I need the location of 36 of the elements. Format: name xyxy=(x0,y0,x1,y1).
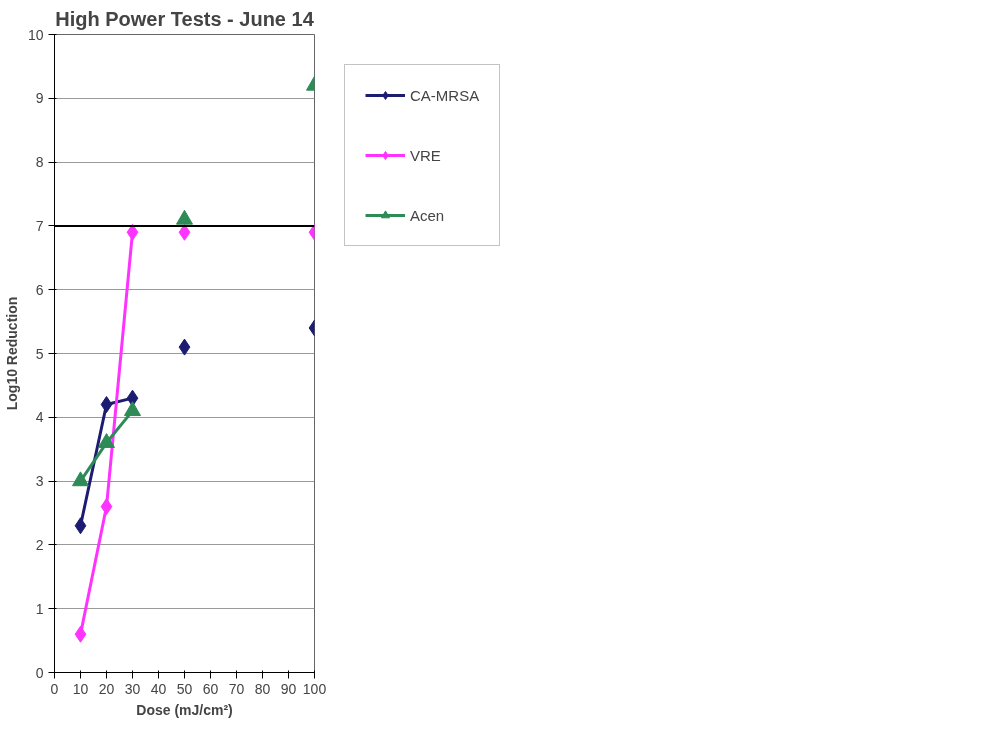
x-tick-label: 80 xyxy=(254,680,271,697)
legend-label: VRE xyxy=(410,146,441,164)
y-tick-label: 10 xyxy=(27,26,44,43)
x-tick-label: 100 xyxy=(302,680,327,697)
point xyxy=(74,517,87,535)
y-tick-label: 6 xyxy=(35,281,44,298)
point xyxy=(178,338,191,356)
y-tick-label: 3 xyxy=(35,473,44,490)
y-tick-label: 2 xyxy=(35,536,44,553)
x-tick-label: 20 xyxy=(98,680,115,697)
chart-title: High Power Tests - June 14 xyxy=(55,7,315,30)
x-tick-label: 40 xyxy=(150,680,167,697)
x-tick-label: 60 xyxy=(202,680,219,697)
point xyxy=(74,625,87,643)
point xyxy=(100,498,113,516)
x-tick-label: 0 xyxy=(50,680,59,697)
x-tick-label: 50 xyxy=(176,680,193,697)
y-tick-label: 9 xyxy=(35,90,44,107)
y-tick-label: 8 xyxy=(35,154,44,171)
x-tick-label: 10 xyxy=(72,680,89,697)
y-tick-label: 4 xyxy=(35,409,44,426)
legend-label: Acen xyxy=(410,206,445,224)
x-tick-label: 70 xyxy=(228,680,245,697)
point xyxy=(126,223,139,241)
y-axis-title: Log10 Reduction xyxy=(3,296,20,411)
y-tick-label: 7 xyxy=(35,217,44,234)
x-tick-label: 90 xyxy=(280,680,297,697)
y-tick-label: 1 xyxy=(35,600,44,617)
y-tick-label: 0 xyxy=(35,664,44,681)
legend-label: CA-MRSA xyxy=(410,86,480,104)
x-tick-label: 30 xyxy=(124,680,141,697)
point xyxy=(100,396,113,414)
point xyxy=(124,401,141,417)
point xyxy=(176,209,193,225)
x-axis-title: Dose (mJ/cm²) xyxy=(136,701,233,718)
y-tick-label: 5 xyxy=(35,345,44,362)
